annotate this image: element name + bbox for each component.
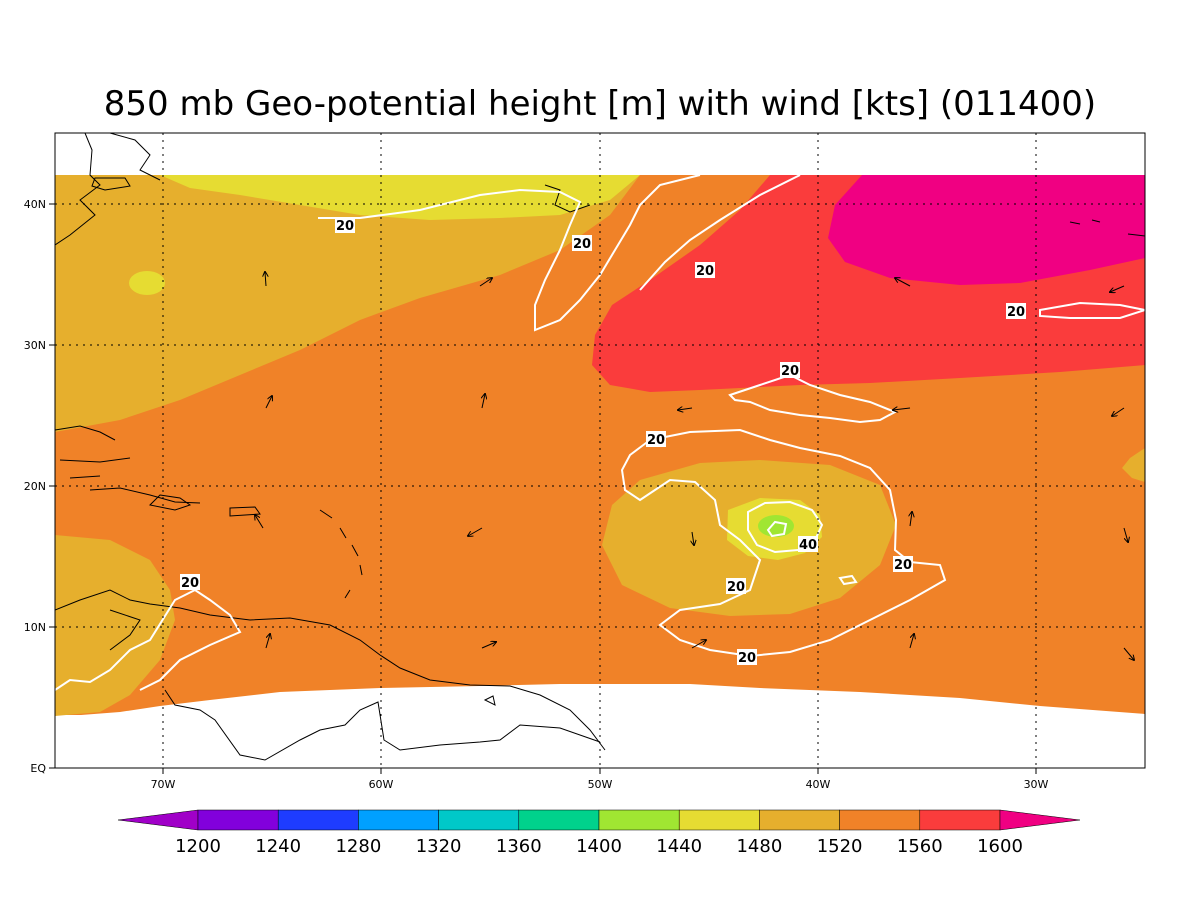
fill-region-1520-north: [55, 175, 640, 432]
map-title: 850 mb Geo-potential height [m] with win…: [104, 84, 1096, 124]
contour-label: 20: [893, 556, 913, 573]
colorbar-arrow-low: [117, 809, 199, 831]
fill-region-1440-core: [758, 515, 794, 537]
colorbar-swatch: [678, 809, 760, 831]
lat-label-40n: 40N: [24, 198, 46, 211]
contour-label: 20: [726, 578, 746, 595]
wind-arrow: [910, 512, 912, 527]
colorbar-label: 1280: [335, 836, 381, 857]
svg-text:20: 20: [727, 580, 745, 595]
svg-text:20: 20: [1007, 305, 1025, 320]
svg-text:20: 20: [336, 219, 354, 234]
wind-arrow: [481, 642, 496, 649]
lon-label-30w: 30W: [1024, 778, 1049, 791]
contour-label: 20: [180, 574, 200, 591]
wind-arrow: [678, 408, 693, 410]
colorbar-swatch: [839, 809, 921, 831]
wind-arrow: [265, 634, 270, 649]
colorbar-swatch: [598, 809, 680, 831]
colorbar-label: 1560: [897, 836, 943, 857]
fill-region-1520-east: [1122, 448, 1145, 482]
colorbar: 1200 1240 1280 1320 1360 1400 1440 1480 1520 1560…: [117, 809, 1081, 857]
colorbar-swatch: [438, 809, 520, 831]
fill-region-above-1600: [828, 175, 1145, 285]
svg-text:20: 20: [573, 237, 591, 252]
colorbar-swatch: [759, 809, 840, 831]
wind-arrow: [1123, 527, 1128, 542]
contour-labels: 20 20 20 20 20 20 40 20 20 20 20: [180, 217, 1026, 666]
wind-arrow: [893, 408, 911, 410]
colorbar-label: 1520: [817, 836, 863, 857]
wind-contour-east: [1039, 301, 1145, 319]
lat-label-eq: EQ: [30, 762, 46, 775]
colorbar-swatch: [358, 809, 439, 831]
colorbar-label: 1360: [496, 836, 542, 857]
lon-label-70w: 70W: [151, 778, 176, 791]
wind-contour-north: [318, 174, 701, 332]
lon-label-40w: 40W: [806, 778, 831, 791]
lat-label-10n: 10N: [24, 621, 46, 634]
contour-label: 20: [780, 362, 800, 379]
contour-label: 20: [572, 235, 592, 252]
colorbar-label: 1200: [175, 836, 221, 857]
wind-contour-mid: [728, 373, 898, 424]
wind-contour-storm-outer: [620, 428, 947, 658]
latitude-labels: EQ 10N 20N 30N 40N: [24, 198, 47, 775]
colorbar-label: 1480: [736, 836, 782, 857]
longitude-labels: 70W 60W 50W 40W 30W: [151, 778, 1049, 791]
lat-label-30n: 30N: [24, 339, 46, 352]
colorbar-swatch: [277, 809, 359, 831]
svg-text:20: 20: [781, 364, 799, 379]
colorbar-label: 1400: [576, 836, 622, 857]
wind-arrow: [468, 527, 483, 536]
colorbar-swatch: [919, 809, 1001, 831]
svg-text:20: 20: [647, 433, 665, 448]
lon-label-50w: 50W: [588, 778, 613, 791]
colorbar-label: 1240: [255, 836, 301, 857]
wind-arrow: [692, 531, 694, 545]
colorbar-label: 1320: [416, 836, 462, 857]
grid-lines: [55, 133, 1145, 768]
colorbar-swatch: [197, 809, 279, 831]
contour-label: 20: [335, 217, 355, 234]
wind-arrow: [255, 515, 264, 529]
colorbar-swatch: [518, 809, 600, 831]
contour-label: 20: [737, 649, 757, 666]
contour-label: 40: [798, 536, 818, 553]
coastlines: [55, 133, 1145, 761]
wind-arrow: [479, 278, 492, 287]
contour-label: 20: [1006, 303, 1026, 320]
svg-text:20: 20: [181, 576, 199, 591]
plot-area: 20 20 20 20 20 20 40 20 20 20 20: [55, 133, 1145, 768]
wind-contour-northeast: [639, 174, 801, 291]
svg-text:20: 20: [696, 264, 714, 279]
fill-region-1520-southwest: [55, 535, 175, 716]
svg-text:40: 40: [799, 538, 817, 553]
axis-ticks: [49, 203, 1037, 774]
wind-arrow: [1110, 285, 1125, 292]
wind-arrow: [265, 272, 266, 287]
contour-label: 20: [646, 431, 666, 448]
contour-label: 20: [695, 262, 715, 279]
wind-contour-core: [766, 520, 788, 538]
wind-vectors: [255, 272, 1134, 660]
svg-text:20: 20: [738, 651, 756, 666]
wind-arrow: [1112, 407, 1125, 416]
colorbar-label: 1440: [656, 836, 702, 857]
lat-label-20n: 20N: [24, 480, 46, 493]
wind-arrow: [482, 394, 485, 409]
lon-label-60w: 60W: [369, 778, 394, 791]
wind-arrow: [895, 278, 911, 287]
wind-arrow: [1123, 647, 1134, 660]
wind-contour-small: [838, 574, 858, 586]
fill-region-1480-north: [160, 175, 640, 220]
wind-arrow: [909, 634, 914, 649]
colorbar-arrow-high: [999, 809, 1081, 831]
fill-region-1480-spot: [129, 271, 165, 295]
wind-arrow: [691, 640, 706, 649]
svg-text:20: 20: [894, 558, 912, 573]
wind-arrow: [265, 396, 272, 409]
colorbar-label: 1600: [977, 836, 1023, 857]
